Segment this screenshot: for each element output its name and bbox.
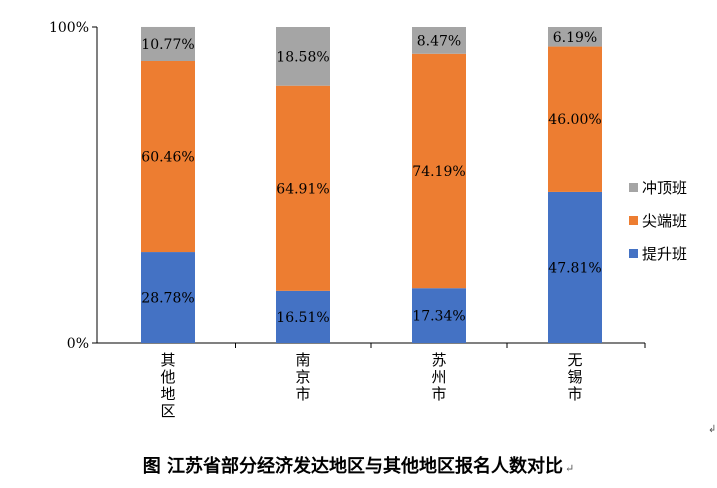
x-tick-label: 其他地区 (160, 351, 175, 420)
bar-segment (276, 85, 330, 291)
y-tick-label: 0% (67, 336, 89, 352)
bars: 28.78% 60.46% 10.77% 16.51% 64.91% 18.58% 17.3… (141, 26, 602, 343)
legend-swatch (629, 183, 638, 192)
bar-segment (548, 191, 602, 343)
stacked-bar-chart: 0% 100% 28.78% 60.46% 10.77% 16.51% 64.91% 18.… (49, 20, 687, 420)
chart-caption: 图 江苏省部分经济发达地区与其他地区报名人数对比 ↵ (0, 452, 717, 478)
data-label: 18.58% (276, 49, 329, 65)
bar-segment (412, 53, 466, 289)
data-label: 60.46% (141, 150, 194, 166)
legend-label: 提升班 (642, 245, 687, 263)
data-label: 64.91% (276, 181, 329, 197)
bar-segment (276, 27, 330, 86)
paragraph-mark: ↲ (708, 424, 717, 435)
bar-segment (141, 61, 195, 253)
data-label: 16.51% (276, 310, 329, 326)
bar-segment (412, 27, 466, 54)
legend-swatch (629, 249, 638, 258)
x-tick-label: 无锡市 (567, 351, 582, 403)
data-label: 17.34% (412, 309, 465, 325)
y-tick-label: 100% (49, 20, 89, 36)
bar-segment (141, 26, 195, 62)
data-label: 8.47% (417, 33, 461, 49)
data-label: 6.19% (553, 30, 597, 46)
x-tick-label: 南京市 (295, 351, 310, 403)
bar-segment (276, 290, 330, 343)
legend-label: 尖端班 (642, 212, 687, 230)
chart-title: 图 江苏省部分经济发达地区与其他地区报名人数对比 (142, 456, 564, 477)
x-tick-label: 苏州市 (431, 351, 446, 403)
bar-segment (548, 27, 602, 47)
data-label: 74.19% (412, 164, 465, 180)
legend-label: 冲顶班 (642, 179, 687, 197)
data-label: 28.78% (141, 291, 194, 307)
data-label: 10.77% (141, 37, 194, 53)
data-label: 46.00% (548, 112, 601, 128)
bar-segment (141, 252, 195, 343)
x-axis-labels: 其他地区 南京市 苏州市 无锡市 (160, 351, 582, 420)
caption-return-mark: ↵ (565, 462, 575, 475)
bar-segment (412, 288, 466, 343)
bar-segment (548, 46, 602, 192)
data-label: 47.81% (548, 260, 601, 276)
legend-swatch (629, 216, 638, 225)
